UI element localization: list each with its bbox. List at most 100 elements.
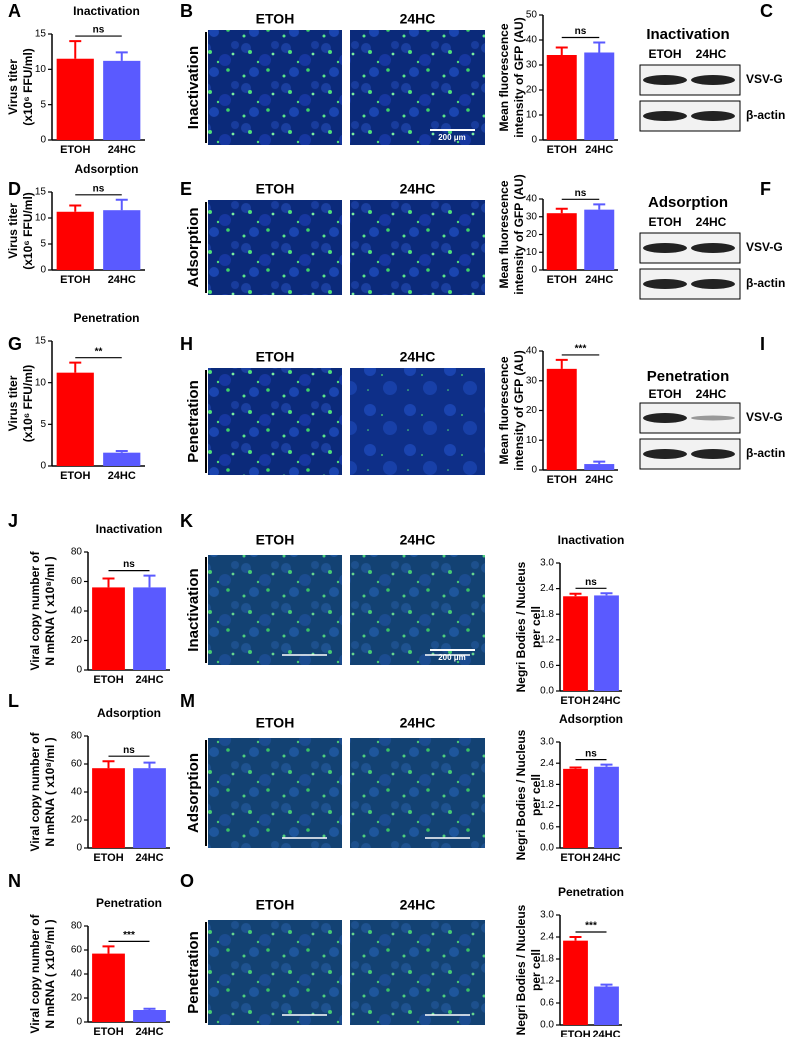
error-bar [555, 358, 568, 369]
y-tick-label: 15 [35, 29, 47, 40]
blot-band [643, 111, 687, 121]
y-axis-label: Mean fluorescence [497, 180, 511, 288]
y-axis-label: Negri Bodies / Nucleus [514, 561, 528, 692]
panel-letter: K [180, 511, 193, 531]
scale-bar-label: 200 μm [438, 133, 466, 142]
bar [563, 596, 588, 691]
panel-letter: L [8, 691, 19, 711]
bar [563, 768, 588, 848]
error-bar [555, 207, 568, 214]
panel-letter: E [180, 179, 192, 199]
bar [563, 940, 588, 1025]
y-axis-label: per cell [529, 774, 543, 816]
x-tick-label: 24HC [585, 144, 613, 156]
column-label: ETOH [256, 11, 295, 27]
error-bar [115, 198, 128, 211]
y-tick-label: 3.0 [540, 910, 554, 921]
band-label: β-actin [746, 446, 785, 460]
blot-band [691, 75, 735, 85]
column-label: 24HC [400, 532, 436, 548]
bar [92, 953, 125, 1022]
y-tick-label: 40 [526, 194, 538, 205]
y-tick-label: 15 [35, 187, 47, 198]
error-bar [69, 40, 82, 59]
column-label: ETOH [256, 349, 295, 365]
blot-band [643, 449, 687, 459]
y-axis-label: Viral copy number of [28, 913, 42, 1033]
y-tick-label: 2.4 [540, 583, 554, 594]
y-tick-label: 50 [526, 10, 538, 21]
significance-label: ns [585, 577, 597, 588]
micrograph-tint [208, 738, 342, 848]
x-tick-label: 24HC [108, 144, 136, 156]
y-tick-label: 40 [526, 346, 538, 357]
y-axis-label: (x10⁶ FFU/ml) [21, 192, 35, 270]
y-tick-label: 1.8 [540, 779, 554, 790]
y-tick-label: 10 [526, 247, 538, 258]
y-tick-label: 0.0 [540, 1020, 554, 1031]
y-tick-label: 80 [71, 731, 83, 742]
micrograph [208, 738, 342, 848]
significance-label: *** [575, 344, 587, 355]
column-label: ETOH [256, 532, 295, 548]
y-axis-label: N mRNA ( x10⁸/ml ) [43, 919, 57, 1028]
y-tick-label: 80 [71, 921, 83, 932]
y-axis-label: Virus titer [6, 203, 20, 259]
bar [133, 768, 166, 848]
bar [92, 587, 125, 670]
panel-letter: G [8, 334, 22, 354]
x-tick-label: ETOH [60, 274, 90, 286]
micrograph [208, 200, 342, 295]
y-axis-label: per cell [529, 949, 543, 991]
y-axis-label: Virus titer [6, 375, 20, 431]
bar [92, 768, 125, 848]
blot-band [691, 279, 735, 289]
y-axis-label: (x10⁶ FFU/ml) [21, 48, 35, 126]
x-tick-label: ETOH [547, 274, 577, 286]
y-tick-label: 60 [71, 945, 83, 956]
bar [56, 211, 94, 270]
x-tick-label: ETOH [560, 1029, 590, 1037]
x-tick-label: 24HC [108, 274, 136, 286]
y-tick-label: 2.4 [540, 758, 554, 769]
column-label: 24HC [400, 11, 436, 27]
band-label: β-actin [746, 276, 785, 290]
micrograph [350, 738, 485, 848]
column-label: 24HC [400, 181, 436, 197]
blot-band [643, 279, 687, 289]
y-axis-label: (x10⁶ FFU/ml) [21, 365, 35, 443]
significance-label: ns [575, 188, 587, 199]
y-axis-label: Virus titer [6, 59, 20, 115]
row-label: Adsorption [185, 753, 202, 833]
y-tick-label: 3.0 [540, 737, 554, 748]
bar [56, 372, 94, 466]
y-tick-label: 20 [526, 229, 538, 240]
chart-title: Penetration [96, 896, 162, 910]
blot-band [691, 449, 735, 459]
error-bar [600, 763, 613, 767]
y-tick-label: 10 [35, 64, 47, 75]
bar [594, 766, 619, 848]
panel-letter: A [8, 1, 21, 21]
blot-band [691, 243, 735, 253]
panel-letter: D [8, 179, 21, 199]
significance-label: ns [93, 183, 105, 194]
y-axis-label: Mean fluorescence [497, 23, 511, 131]
panel-letter: J [8, 511, 18, 531]
y-tick-label: 5 [40, 239, 46, 250]
x-tick-label: ETOH [93, 1026, 123, 1037]
y-tick-label: 0.0 [540, 843, 554, 854]
row-label: Adsorption [185, 208, 202, 288]
blot-column-label: ETOH [648, 387, 681, 401]
blot-column-label: ETOH [648, 215, 681, 229]
y-axis-label: Viral copy number of [28, 731, 42, 851]
y-axis-label: N mRNA ( x10⁸/ml ) [43, 556, 57, 665]
micrograph-tint [350, 738, 485, 848]
x-tick-label: 24HC [108, 470, 136, 482]
blot-band [691, 111, 735, 121]
x-tick-label: 24HC [592, 695, 620, 707]
band-label: VSV-G [746, 410, 783, 424]
y-tick-label: 10 [35, 377, 47, 388]
y-tick-label: 1.8 [540, 954, 554, 965]
micrograph [350, 368, 485, 475]
